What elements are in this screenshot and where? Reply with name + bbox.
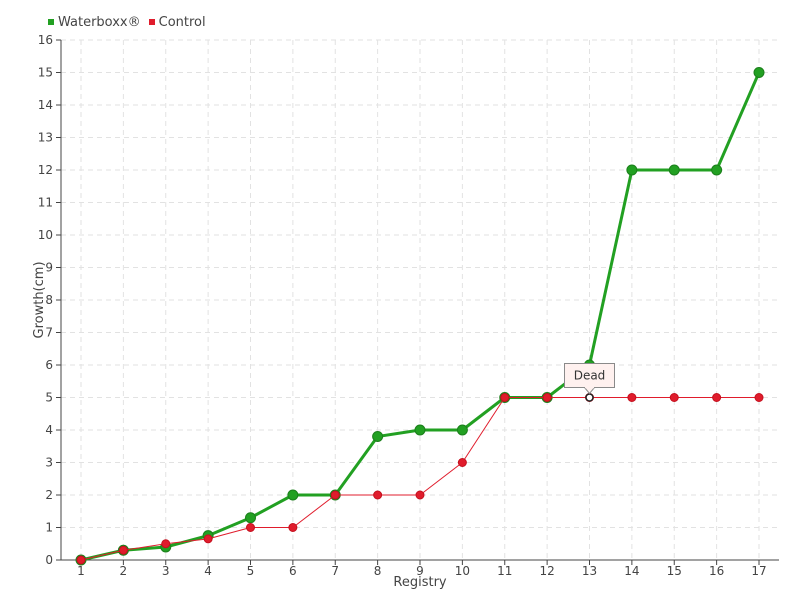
legend-label-control: Control <box>158 14 206 30</box>
data-point-1 <box>288 523 298 532</box>
data-point-1 <box>542 393 552 402</box>
data-point-0 <box>414 424 426 436</box>
y-tick-label: 16 <box>38 33 53 47</box>
x-tick-label: 6 <box>289 564 297 578</box>
y-tick-label: 7 <box>45 326 53 340</box>
y-tick-label: 3 <box>45 456 53 470</box>
data-point-1 <box>712 393 722 402</box>
x-tick-label: 5 <box>247 564 255 578</box>
data-point-0 <box>456 424 468 436</box>
y-tick-label: 10 <box>38 228 53 242</box>
annotation-pointer <box>583 387 596 395</box>
grid <box>61 39 779 560</box>
x-tick-label: 15 <box>667 564 682 578</box>
x-tick-label: 4 <box>204 564 212 578</box>
x-tick-label: 2 <box>120 564 128 578</box>
x-tick-label: 16 <box>709 564 724 578</box>
data-point-0 <box>245 512 256 524</box>
data-point-1 <box>500 393 510 402</box>
x-tick-label: 8 <box>374 564 382 578</box>
annotation-layer: Dead <box>564 363 615 402</box>
y-tick-label: 13 <box>38 131 53 145</box>
legend-item-waterboxx[interactable]: Waterboxx® <box>48 15 141 30</box>
y-tick-label: 1 <box>45 521 53 535</box>
data-point-1 <box>415 490 425 500</box>
y-tick-label: 12 <box>38 163 53 177</box>
x-tick-label: 17 <box>751 564 766 578</box>
y-tick-label: 4 <box>45 423 53 437</box>
x-tick-label: 14 <box>624 564 639 578</box>
y-tick-label: 8 <box>45 293 53 307</box>
y-tick-label: 5 <box>45 391 53 405</box>
data-point-1 <box>373 490 383 500</box>
y-tick-label: 15 <box>38 66 53 80</box>
data-point-0 <box>668 164 680 176</box>
y-tick-label: 6 <box>45 358 53 372</box>
annotation-box <box>564 363 615 388</box>
data-point-0 <box>626 164 638 176</box>
x-tick-label: 10 <box>455 564 470 578</box>
legend-item-control[interactable]: Control <box>148 14 206 30</box>
data-point-0 <box>287 489 299 501</box>
data-point-1 <box>669 393 679 402</box>
data-point-0 <box>753 67 765 78</box>
data-point-0 <box>372 431 384 442</box>
data-point-1 <box>76 555 86 565</box>
data-point-0 <box>711 164 723 176</box>
data-point-1 <box>754 393 764 402</box>
x-axis-title: Registry <box>393 575 447 590</box>
data-point-1 <box>203 534 213 544</box>
x-tick-label: 7 <box>331 564 339 578</box>
data-point-1 <box>330 490 340 500</box>
data-point-1 <box>457 458 467 467</box>
x-tick-label: 11 <box>497 564 512 578</box>
x-tick-label: 1 <box>77 564 85 578</box>
x-tick-label: 13 <box>582 564 597 578</box>
y-axis-title: Growth(cm) <box>32 261 47 338</box>
x-tick-label: 3 <box>162 564 170 578</box>
x-tick-label: 9 <box>416 564 424 578</box>
data-point-1 <box>118 545 128 555</box>
y-tick-label: 9 <box>45 261 53 275</box>
x-tick-label: 12 <box>539 564 554 578</box>
y-tick-label: 0 <box>45 553 53 567</box>
y-tick-label: 14 <box>38 98 53 112</box>
annotation-label: Dead <box>574 369 606 383</box>
legend-label-waterboxx: Waterboxx® <box>58 14 141 30</box>
data-point-1 <box>246 523 255 532</box>
legend-swatch-control <box>148 19 155 25</box>
legend: Waterboxx® Control <box>48 13 214 31</box>
dead-marker <box>585 393 594 402</box>
y-tick-label: 2 <box>45 488 53 502</box>
y-tick-label: 11 <box>38 196 53 210</box>
series-line-0 <box>80 71 761 562</box>
legend-swatch-waterboxx <box>48 19 54 25</box>
data-point-1 <box>627 393 637 402</box>
data-point-1 <box>161 539 171 549</box>
